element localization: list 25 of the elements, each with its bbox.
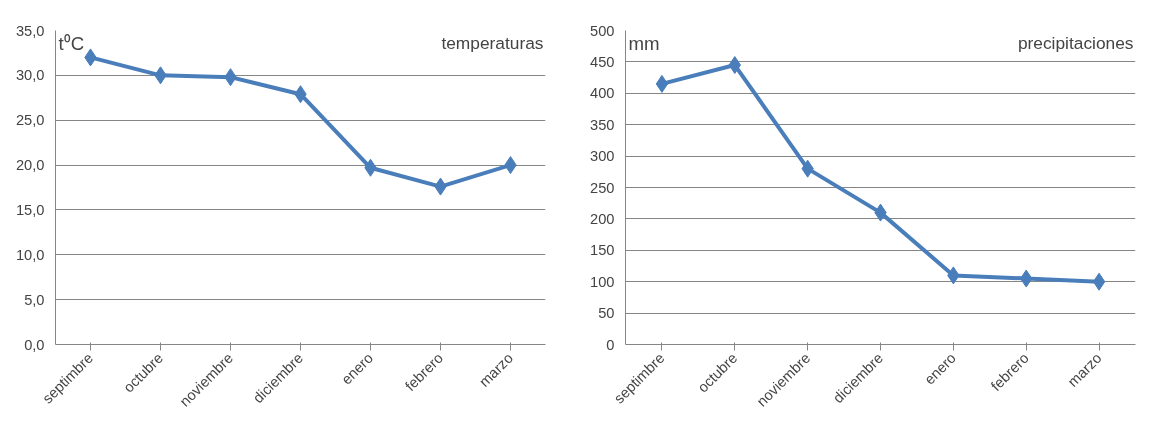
y-tick-label: 150 bbox=[590, 242, 615, 259]
y-tick-label: 500 bbox=[590, 22, 615, 39]
y-tick-label: 50 bbox=[598, 305, 615, 322]
y-tick-label: 20,0 bbox=[15, 157, 45, 174]
y-axis-title: t⁰C bbox=[58, 32, 85, 54]
point bbox=[1092, 272, 1106, 291]
y-tick-label: 400 bbox=[590, 85, 615, 102]
y-tick-label: 250 bbox=[590, 179, 615, 196]
chart-title: temperaturas bbox=[441, 32, 544, 53]
y-axis-title: mm bbox=[628, 32, 660, 54]
y-tick-label: 15,0 bbox=[15, 201, 45, 218]
y-tick-label: 25,0 bbox=[15, 112, 45, 129]
y-tick-label: 30,0 bbox=[15, 67, 45, 84]
y-tick-label: 0,0 bbox=[24, 336, 45, 353]
point bbox=[655, 74, 669, 93]
chart-title: precipitaciones bbox=[1017, 32, 1134, 53]
y-tick-label: 200 bbox=[590, 210, 615, 227]
y-tick-label: 5,0 bbox=[24, 291, 45, 308]
y-tick-label: 100 bbox=[590, 273, 615, 290]
y-tick-label: 0 bbox=[606, 336, 615, 353]
y-tick-label: 450 bbox=[590, 53, 615, 70]
y-tick-label: 10,0 bbox=[15, 246, 45, 263]
y-tick-label: 300 bbox=[590, 148, 615, 165]
y-tick-label: 350 bbox=[590, 116, 615, 133]
y-tick-label: 35,0 bbox=[15, 22, 45, 39]
